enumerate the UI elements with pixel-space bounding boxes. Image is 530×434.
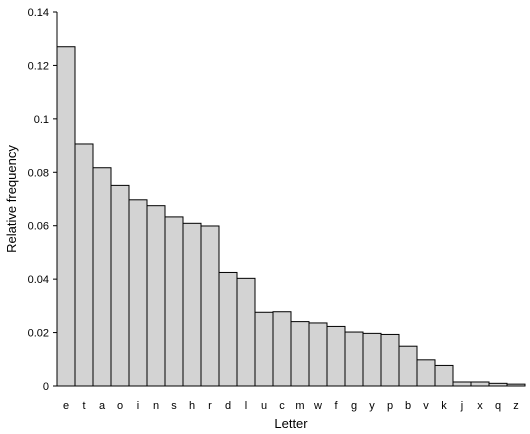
y-tick-label: 0.1 xyxy=(34,114,49,126)
x-tick-label: i xyxy=(137,400,139,412)
x-tick-label: o xyxy=(117,400,123,412)
bar-p xyxy=(380,333,400,387)
bar-t xyxy=(74,143,94,387)
y-tick-label: 0.04 xyxy=(28,274,49,286)
x-axis-title: Letter xyxy=(274,416,308,431)
bar-b xyxy=(398,345,418,387)
y-tick-label: 0.14 xyxy=(28,7,49,19)
x-tick-label: s xyxy=(171,400,177,412)
x-tick-label: z xyxy=(513,400,519,412)
y-tick-label: 0.08 xyxy=(28,167,49,179)
y-axis-title: Relative frequency xyxy=(4,145,19,253)
x-tick-label: a xyxy=(99,400,106,412)
x-tick-label: l xyxy=(245,400,247,412)
bar-l xyxy=(236,277,256,387)
x-tick-label: c xyxy=(279,400,285,412)
x-tick-label: r xyxy=(208,400,212,412)
bar-u xyxy=(254,311,274,387)
x-tick-label: d xyxy=(225,400,231,412)
bar-n xyxy=(146,205,166,387)
bar-k xyxy=(434,364,454,387)
bar-m xyxy=(290,321,310,387)
bar-v xyxy=(416,359,436,387)
x-tick-label: y xyxy=(369,400,375,412)
x-tick-label: k xyxy=(441,400,447,412)
x-tick-label: t xyxy=(82,400,85,412)
axes-layer xyxy=(56,12,525,387)
y-tick-label: 0 xyxy=(43,381,49,393)
bar-y xyxy=(362,332,382,387)
bar-r xyxy=(200,225,220,387)
x-tick-label: j xyxy=(460,400,463,412)
bar-c xyxy=(272,311,292,387)
y-tick-label: 0.02 xyxy=(28,328,49,340)
bar-a xyxy=(92,167,112,387)
x-tick-label: h xyxy=(189,400,195,412)
bar-f xyxy=(326,325,346,387)
bar-g xyxy=(344,331,364,387)
x-tick-label: g xyxy=(351,400,357,412)
bar-i xyxy=(128,199,148,387)
y-ticks-layer: 0 0.02 0.04 0.06 0.08 0.1 0.12 0.14 xyxy=(28,7,57,393)
x-tick-label: x xyxy=(477,400,483,412)
x-tick-label: e xyxy=(63,400,69,412)
x-tick-label: v xyxy=(423,400,429,412)
bar-s xyxy=(164,216,184,387)
y-tick-label: 0.06 xyxy=(28,221,49,233)
x-tick-label: w xyxy=(313,400,322,412)
bar-w xyxy=(308,322,328,387)
x-tick-label: q xyxy=(495,400,501,412)
bar-x xyxy=(470,381,490,387)
bar-h xyxy=(182,222,202,387)
x-tick-label: n xyxy=(153,400,159,412)
x-tick-label: p xyxy=(387,400,393,412)
x-tick-label: f xyxy=(334,400,338,412)
x-tick-label: b xyxy=(405,400,411,412)
bar-o xyxy=(110,184,130,387)
bar-e xyxy=(56,46,76,387)
bars-layer xyxy=(56,46,526,387)
y-tick-label: 0.12 xyxy=(28,60,49,72)
x-tick-label: m xyxy=(295,400,304,412)
bar-j xyxy=(452,381,472,387)
x-tick-label: u xyxy=(261,400,267,412)
bar-d xyxy=(218,271,238,387)
